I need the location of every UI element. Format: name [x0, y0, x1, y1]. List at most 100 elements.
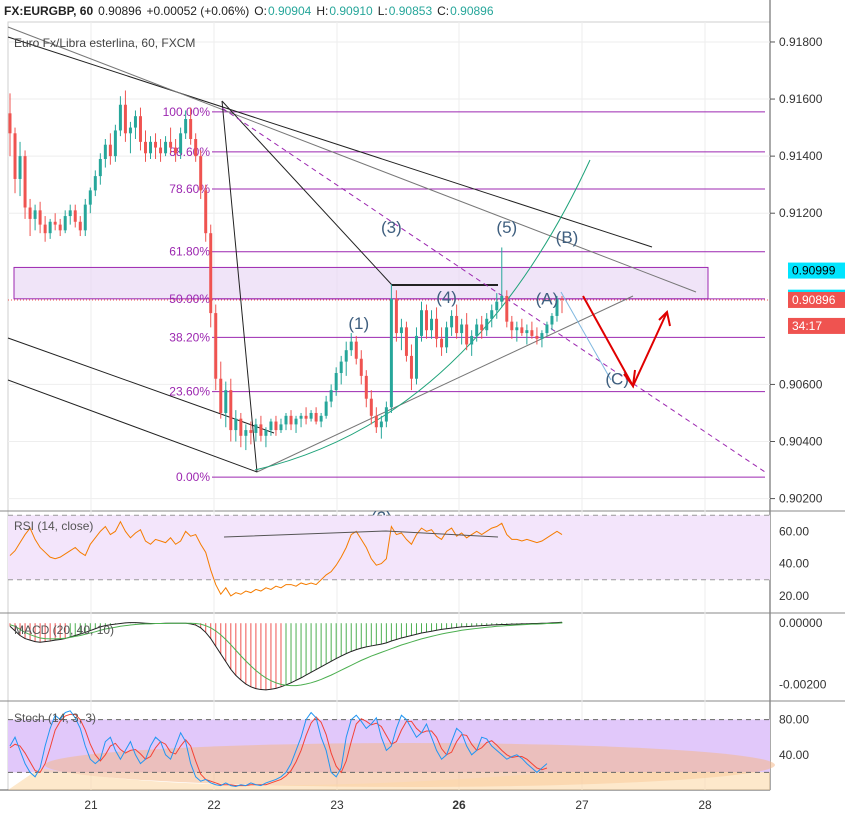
- candle-body: [78, 221, 82, 231]
- fib-level-label: 23.60%: [169, 385, 210, 399]
- rsi-divergence-line: [223, 530, 499, 538]
- macd-signal-line: [9, 622, 563, 687]
- candle-body: [103, 144, 107, 159]
- fib-level-label: 61.80%: [169, 245, 210, 259]
- price-tag: [788, 291, 845, 308]
- header-l: 0.90853: [389, 4, 433, 18]
- candle-body: [525, 330, 529, 334]
- trend-line: [256, 295, 634, 473]
- channel-line: [7, 379, 258, 473]
- candle-body: [495, 301, 499, 311]
- rsi-tick-label: 20.00: [779, 589, 809, 603]
- wave-label: (3): [381, 218, 402, 237]
- candle-body: [274, 421, 278, 431]
- candle-body: [113, 130, 117, 157]
- candle-body: [98, 158, 102, 177]
- candle-body: [133, 116, 137, 128]
- candle-body: [475, 324, 479, 336]
- candle-body: [349, 341, 353, 351]
- candle-body: [359, 358, 363, 376]
- candle-body: [329, 390, 333, 402]
- channel-line: [7, 26, 697, 293]
- candle-body: [435, 318, 439, 339]
- macd-tick-label: 0.00000: [779, 616, 823, 630]
- candle-body: [123, 104, 127, 134]
- x-tick-label: 21: [84, 798, 98, 812]
- candle-body: [324, 401, 328, 416]
- candle-body: [33, 210, 37, 219]
- candle-body: [63, 216, 67, 231]
- rsi-band: [8, 515, 770, 580]
- price-tag-label: 0.90999: [792, 264, 836, 278]
- candle-body: [289, 415, 293, 425]
- header-o-label: O:: [254, 4, 267, 18]
- candle-body: [515, 327, 519, 331]
- fib-level-label: 78.60%: [169, 182, 210, 196]
- stoch-tick-label: 80.00: [779, 713, 809, 727]
- header-h: 0.90910: [329, 4, 373, 18]
- channel-line: [7, 36, 653, 248]
- rsi-tick-label: 60.00: [779, 524, 809, 538]
- candle-body: [319, 415, 323, 422]
- candle-body: [364, 375, 368, 399]
- x-tick-label: 28: [698, 798, 712, 812]
- candle-body: [23, 156, 27, 208]
- trend-line: [221, 100, 258, 473]
- candle-body: [334, 373, 338, 391]
- stoch-lower-fill: [8, 768, 770, 790]
- dashed-projection: [221, 107, 766, 473]
- candle-body: [419, 310, 423, 336]
- candle-body: [440, 338, 444, 348]
- stoch-k-line: [9, 710, 548, 787]
- candle-body: [500, 295, 504, 302]
- wave-label: (1): [348, 314, 369, 333]
- candle-body: [8, 113, 12, 134]
- candle-body: [159, 147, 163, 154]
- candle-body: [530, 330, 534, 336]
- price-tag-label: 34:17: [792, 319, 822, 333]
- candle-body: [204, 190, 208, 234]
- candle-body: [58, 224, 62, 231]
- candle-body: [249, 430, 253, 433]
- wave-label: (A): [536, 290, 559, 309]
- candle-body: [88, 190, 92, 205]
- chart-subtitle: Euro Fx/Libra esterlina, 60, FXCM: [14, 36, 195, 50]
- header-o: 0.90904: [268, 4, 312, 18]
- candle-body: [244, 430, 248, 436]
- macd-tick-label: -0.00200: [779, 678, 827, 692]
- candle-body: [520, 327, 524, 334]
- candle-body: [309, 412, 313, 419]
- candle-body: [314, 412, 318, 422]
- candle-body: [234, 418, 238, 431]
- candle-body: [389, 298, 393, 408]
- wave-label: (4): [436, 288, 457, 307]
- candle-body: [239, 418, 243, 436]
- candle-body: [184, 119, 188, 134]
- header-c: 0.90896: [450, 4, 494, 18]
- price-tag: [788, 262, 845, 279]
- header-h-label: H:: [316, 4, 328, 18]
- candle-body: [259, 424, 263, 436]
- parabolic-curve: [254, 159, 591, 471]
- candle-body: [550, 315, 554, 325]
- wave-label: (5): [496, 218, 517, 237]
- candle-body: [143, 141, 147, 154]
- y-tick-label: 0.91400: [779, 149, 823, 163]
- trend-line: [221, 100, 393, 286]
- x-tick-label: 22: [207, 798, 221, 812]
- y-tick-label: 0.90400: [779, 435, 823, 449]
- candle-body: [535, 335, 539, 339]
- candle-body: [505, 295, 509, 322]
- candle-body: [189, 119, 193, 140]
- candle-body: [254, 424, 258, 433]
- wave-label: (B): [556, 228, 579, 247]
- candle-body: [68, 210, 72, 217]
- candle-body: [480, 324, 484, 331]
- wave-label: (C): [605, 369, 629, 388]
- candle-body: [450, 315, 454, 328]
- fib-level-label: 100.00%: [163, 105, 211, 119]
- candle-body: [214, 313, 218, 379]
- candle-body: [28, 207, 32, 219]
